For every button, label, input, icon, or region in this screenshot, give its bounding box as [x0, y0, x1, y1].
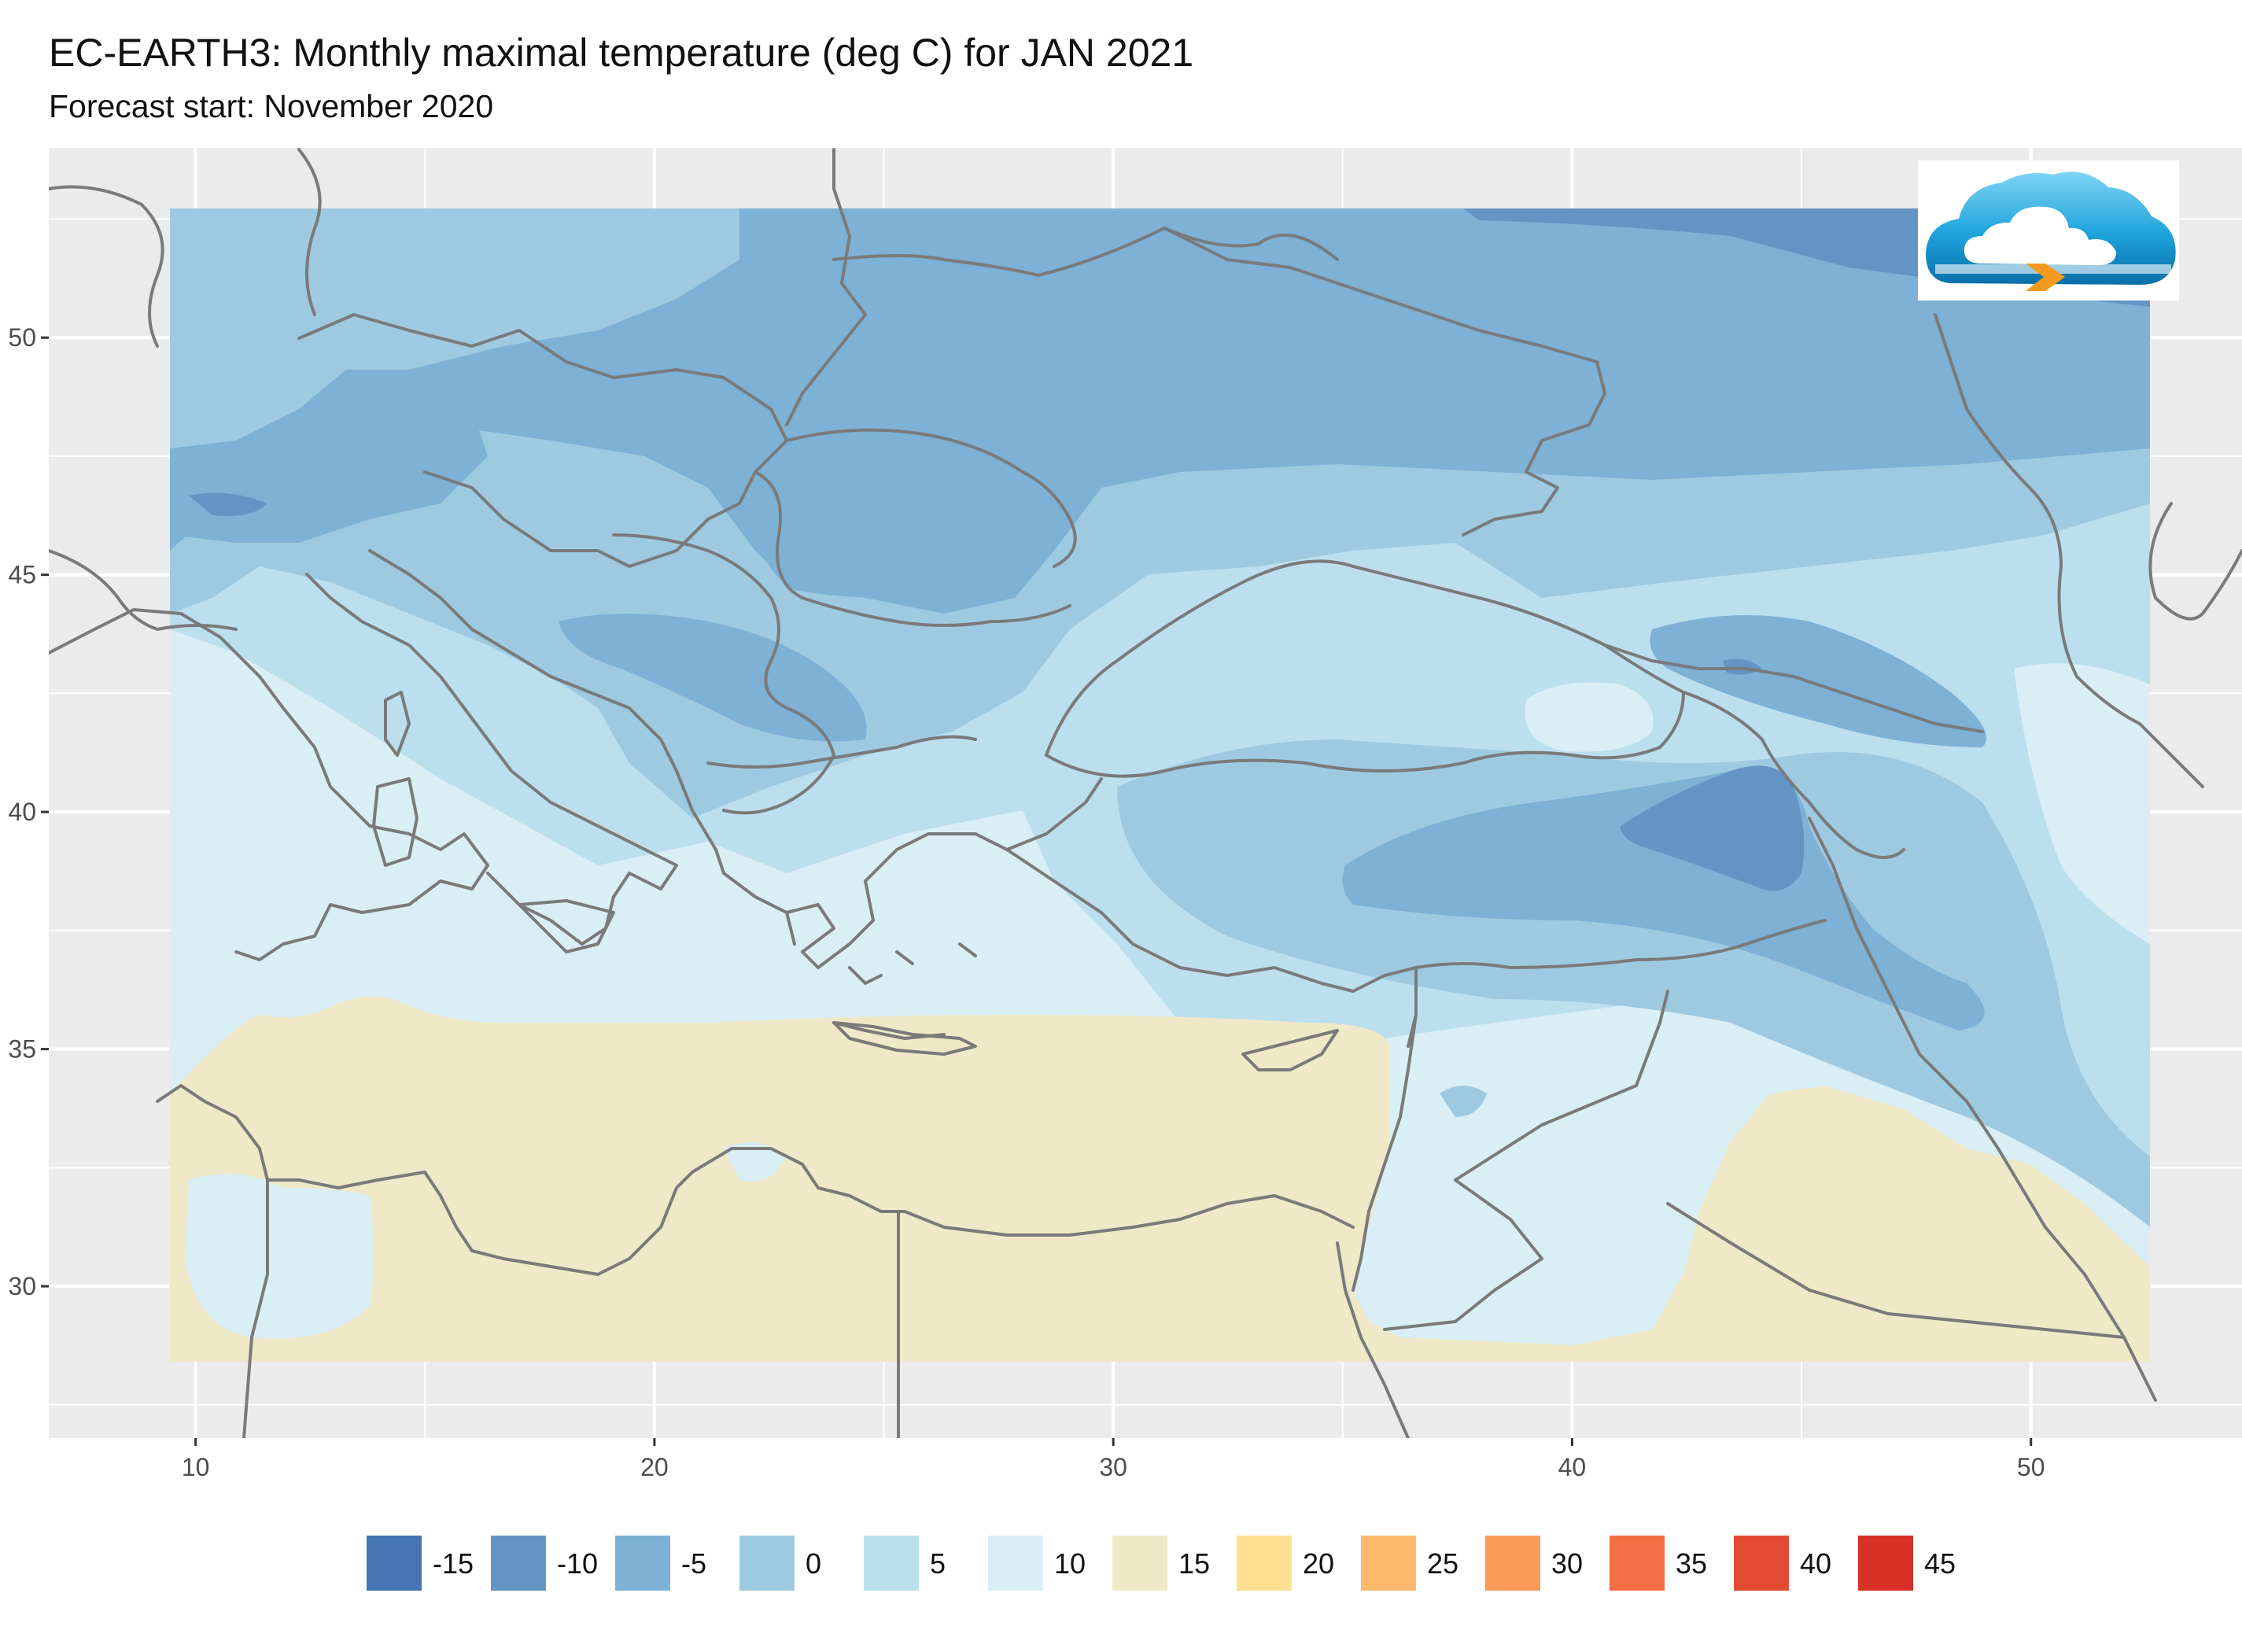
legend-swatch [1485, 1536, 1540, 1591]
border-tunisia-libya [242, 1178, 269, 1438]
legend-swatch [864, 1536, 919, 1591]
legend-label: 20 [1303, 1547, 1334, 1580]
x-axis-labels: 10 20 30 40 50 [182, 1453, 2045, 1481]
coast-italy [305, 573, 678, 946]
x-tick-label: 50 [2017, 1453, 2045, 1481]
temperature-field [170, 208, 2150, 1362]
x-tick-label: 10 [182, 1453, 210, 1481]
band-10-libya-desert [185, 1174, 374, 1339]
border-syria [1414, 919, 1827, 969]
band-0-levant-spot [1440, 1086, 1487, 1117]
legend-label: 25 [1427, 1547, 1458, 1580]
band-minus10-armenia [1621, 765, 1805, 891]
coast-caspian-east [2148, 502, 2242, 621]
axis-ticks [41, 336, 2033, 1446]
x-tick-label: 20 [640, 1453, 669, 1481]
legend-label: -5 [681, 1547, 706, 1580]
color-legend: -15 -10 -5 0 5 10 15 20 25 30 35 40 45 [367, 1536, 1956, 1591]
border-bulgaria-greece [706, 735, 977, 769]
map-panel [41, 148, 2242, 1446]
band-10-black-sea [1525, 682, 1654, 752]
legend-swatch [1734, 1536, 1789, 1591]
coast-sicily [518, 899, 615, 953]
legend-swatch [615, 1536, 670, 1591]
border-turkey-east [1682, 691, 1905, 859]
legend-label: 30 [1551, 1547, 1583, 1580]
coast-cyprus [1241, 1029, 1339, 1071]
coast-black-sea [1045, 559, 1685, 778]
border-poland-ukraine [785, 148, 867, 426]
band-15-north-africa [170, 996, 2150, 1362]
band-minus10-alps [189, 492, 267, 516]
coast-north-border [49, 148, 322, 348]
band-minus5-north [170, 208, 2150, 614]
logo-arrow-chevron [2026, 264, 2065, 291]
coast-crete [832, 1021, 977, 1056]
legend-swatch [1361, 1536, 1416, 1591]
logo-cloud-inner [1964, 206, 2116, 265]
band-minus5-anatolia [1342, 768, 1985, 1031]
legend-label: 10 [1054, 1547, 1086, 1580]
legend-label: 40 [1800, 1547, 1831, 1580]
band-10-tunisia-gulf [724, 1142, 787, 1182]
legend-label: 15 [1178, 1547, 1210, 1580]
coast-north-africa [156, 1084, 1355, 1276]
legend-label: 0 [806, 1547, 821, 1580]
border-caucasus [1603, 643, 1984, 733]
border-saudi-jordan [1454, 990, 1669, 1182]
legend-swatch [367, 1536, 422, 1591]
y-tick-label: 30 [8, 1272, 36, 1300]
border-balkans [612, 533, 835, 815]
legend-swatch [988, 1536, 1043, 1591]
y-tick-label: 50 [8, 323, 36, 352]
coast-sardinia [372, 777, 419, 867]
coast-adriatic-east [368, 549, 796, 946]
coast-france-spain [49, 549, 238, 631]
legend-swatch [1112, 1536, 1167, 1591]
x-tick-label: 30 [1099, 1453, 1127, 1481]
band-minus5-carpathian [755, 433, 1038, 598]
coast-caspian-west [1934, 313, 2204, 788]
country-borders [49, 148, 2242, 1438]
chart-subtitle: Forecast start: November 2020 [49, 88, 494, 124]
y-tick-label: 45 [8, 561, 36, 589]
legend-swatch [491, 1536, 546, 1591]
y-tick-label: 35 [8, 1035, 36, 1064]
legend-label: -10 [557, 1547, 598, 1580]
legend-swatch [1610, 1536, 1665, 1591]
legend-swatch [1237, 1536, 1292, 1591]
y-tick-label: 40 [8, 798, 36, 826]
coast-europe-west [49, 608, 489, 961]
coast-red-sea [1336, 1241, 1410, 1438]
chart-title: EC-EARTH3: Monthly maximal temperature (… [49, 31, 1194, 75]
border-ukraine-south [785, 428, 1077, 568]
legend-swatch [1858, 1536, 1913, 1591]
border-romania [754, 470, 1071, 627]
coast-greece [785, 777, 1103, 969]
border-iraq-iran [1808, 817, 2157, 1402]
y-axis-labels: 30 35 40 45 50 [8, 323, 36, 1300]
legend-label: 35 [1676, 1547, 1707, 1580]
cloud-logo-icon [1918, 160, 2179, 301]
coast-aegean-islands [832, 942, 977, 1040]
legend-label: 5 [930, 1547, 946, 1580]
band-10-caspian [2014, 663, 2150, 944]
legend-label: -15 [433, 1547, 474, 1580]
border-iraq-kuwait [1666, 1202, 2126, 1339]
coast-corsica [384, 691, 411, 757]
border-ukraine-north [832, 227, 1339, 277]
legend-swatch [739, 1536, 795, 1591]
coast-levant [1351, 1013, 1418, 1292]
border-ukraine-russia [1163, 227, 1606, 537]
legend-label: 45 [1924, 1547, 1956, 1580]
x-tick-label: 40 [1558, 1453, 1587, 1481]
border-saudi-iraq [1383, 1178, 1543, 1331]
